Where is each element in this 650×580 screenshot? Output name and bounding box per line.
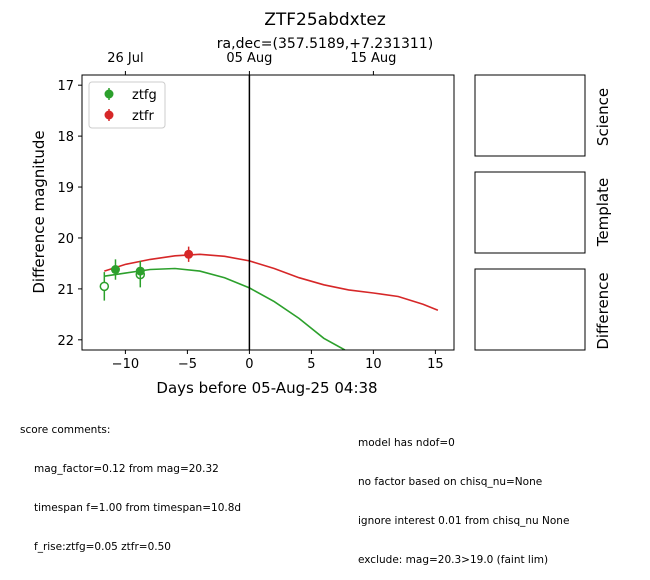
score-comment-line: f_rise:ztfg=0.05 ztfr=0.50 [34,541,171,553]
x-tick-label: −5 [178,357,197,372]
stamp-difference-label: Difference [594,272,612,349]
legend-ztfr-label: ztfr [132,109,154,124]
stamp-science-frame [474,74,586,157]
y-tick-label: 20 [57,232,74,247]
legend-ztfr-marker [104,110,114,120]
upper-limit-point-ztfg [99,281,110,292]
y-tick-label: 18 [57,130,74,145]
detection-point-ztfg [135,266,145,276]
y-tick-label: 22 [57,334,74,349]
top-axis-tick-label: 05 Aug [226,51,272,66]
legend: ztfg ztfr [88,81,166,129]
stamp-difference-frame [474,268,586,351]
top-axis-tick-label: 15 Aug [350,51,396,66]
plot-area: −10 −5 0 5 10 15 26 Jul 05 Aug 15 Aug 17 18 19 20 21 2… [57,51,455,372]
y-tick-label: 17 [57,79,74,94]
top-axis-tick-label: 26 Jul [107,51,143,66]
score-comments-header: score comments: [20,424,111,436]
x-tick-label: −10 [112,357,139,372]
score-comment-line: mag_factor=0.12 from mag=20.32 [34,463,219,475]
x-tick-label: 5 [307,357,315,372]
model-comment-line: exclude: mag=20.3>19.0 (faint lim) [358,554,549,566]
stamp-science-label: Science [594,88,612,146]
legend-ztfg-marker [104,89,114,99]
detection-point-ztfg [110,265,120,275]
y-tick-label: 21 [57,283,74,298]
model-comment-line: model has ndof=0 [358,437,455,449]
x-tick-label: 0 [245,357,253,372]
score-comment-line: timespan f=1.00 from timespan=10.8d [34,502,242,514]
stamp-science: Science [474,74,612,157]
stamp-template-frame [474,171,586,254]
y-tick-label: 19 [57,181,74,196]
x-tick-label: 10 [365,357,382,372]
plot-frame [81,74,455,351]
x-axis-label: Days before 05-Aug-25 04:38 [156,379,377,397]
stamp-template-label: Template [594,178,612,247]
chart-subtitle: ra,dec=(357.5189,+7.231311) [217,36,433,52]
legend-ztfg-label: ztfg [132,88,157,103]
stamp-difference: Difference [474,268,612,351]
score-comments: score comments: mag_factor=0.12 from mag… [20,398,241,567]
y-axis-label: Difference magnitude [30,130,48,293]
model-comment-line: no factor based on chisq_nu=None [358,476,543,488]
model-comment-line: ignore interest 0.01 from chisq_nu None [358,515,570,527]
model-curve-ztfr [104,253,439,312]
stamp-template: Template [474,171,612,254]
chart-title: ZTF25abdxtez [264,10,386,30]
model-comments: model has ndof=0 no factor based on chis… [358,411,569,580]
detection-point-ztfr [184,249,194,259]
x-tick-label: 15 [427,357,444,372]
light-curve-chart: ZTF25abdxtez ra,dec=(357.5189,+7.231311)… [30,10,612,397]
